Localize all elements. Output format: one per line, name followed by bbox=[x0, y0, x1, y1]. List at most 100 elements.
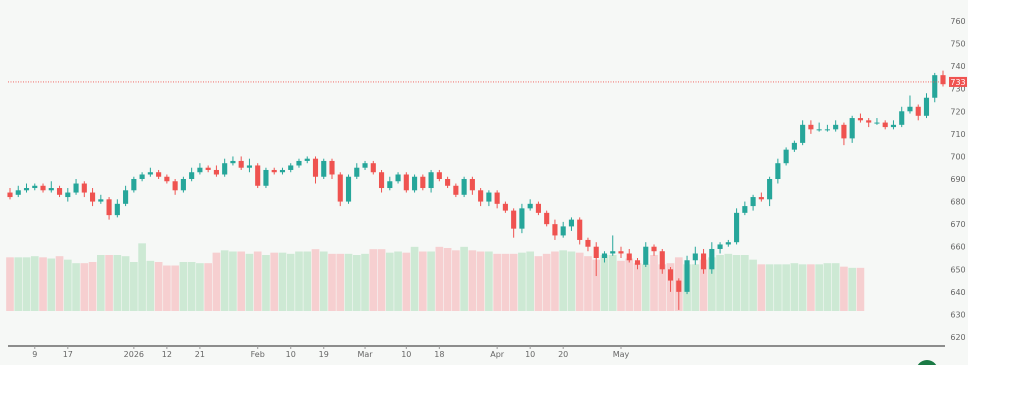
candle-body bbox=[767, 179, 773, 200]
candle-body bbox=[230, 160, 236, 164]
volume-bar bbox=[518, 252, 526, 311]
volume-bar bbox=[229, 251, 237, 311]
candle bbox=[354, 163, 360, 179]
candle-body bbox=[899, 111, 905, 125]
y-tick-label: 730 bbox=[950, 85, 965, 94]
volume-bar bbox=[319, 251, 328, 311]
candle bbox=[692, 246, 698, 265]
candle-body bbox=[453, 185, 459, 195]
candle-body bbox=[890, 124, 897, 128]
candle bbox=[15, 185, 21, 198]
volume-bar bbox=[171, 265, 179, 311]
candle bbox=[98, 194, 104, 204]
candle-body bbox=[923, 97, 930, 116]
candle-body bbox=[857, 118, 863, 121]
y-tick-label: 740 bbox=[950, 62, 965, 71]
candle bbox=[651, 244, 657, 256]
x-tick-label: 10 bbox=[401, 350, 411, 359]
volume-bar bbox=[691, 264, 700, 311]
candle bbox=[775, 158, 781, 184]
candle bbox=[659, 248, 665, 274]
candle-body bbox=[478, 190, 484, 202]
y-tick-label: 640 bbox=[950, 288, 965, 297]
candle bbox=[808, 120, 814, 134]
candle bbox=[453, 183, 459, 198]
volume-bar bbox=[220, 250, 229, 311]
last-price-label: 733 bbox=[950, 78, 965, 87]
volume-bar bbox=[435, 246, 444, 311]
volume-bar bbox=[798, 264, 807, 311]
volume-bar bbox=[270, 252, 279, 311]
x-tick-label: 21 bbox=[195, 350, 205, 359]
volume-bar bbox=[699, 259, 708, 311]
x-tick-label: Apr bbox=[490, 350, 505, 359]
volume-bar bbox=[163, 265, 171, 311]
volume-bar bbox=[377, 249, 386, 311]
volume-bar bbox=[96, 255, 105, 311]
candle bbox=[552, 219, 558, 240]
candle bbox=[610, 235, 616, 256]
candle-body bbox=[387, 181, 393, 189]
candle bbox=[436, 169, 442, 182]
candle bbox=[387, 176, 393, 191]
candle-body bbox=[48, 188, 54, 191]
volume-bar bbox=[385, 252, 394, 311]
candle-body bbox=[139, 174, 145, 179]
candle-body bbox=[90, 192, 96, 202]
candle bbox=[296, 158, 302, 168]
volume-bar bbox=[72, 263, 80, 311]
volume-bar bbox=[600, 255, 609, 311]
volume-bar bbox=[6, 257, 14, 311]
candle bbox=[866, 118, 872, 128]
candle-body bbox=[527, 203, 533, 209]
candle bbox=[106, 197, 112, 220]
candle bbox=[81, 181, 87, 198]
candle-body bbox=[73, 183, 79, 193]
candle bbox=[230, 156, 236, 166]
candle bbox=[923, 93, 930, 119]
candle bbox=[478, 188, 484, 207]
candle bbox=[527, 199, 533, 211]
candle-body bbox=[222, 163, 228, 175]
volume-bar bbox=[196, 263, 204, 311]
candle bbox=[213, 165, 219, 177]
candle-body bbox=[560, 226, 566, 236]
volume-bar bbox=[526, 251, 534, 311]
candle bbox=[734, 208, 740, 245]
candle bbox=[197, 163, 203, 175]
candle-body bbox=[205, 167, 211, 170]
candle-body bbox=[833, 124, 839, 130]
volume-bar bbox=[394, 251, 402, 311]
volume-bar bbox=[286, 253, 295, 311]
candle-body bbox=[279, 169, 286, 173]
candle bbox=[288, 163, 294, 173]
candle bbox=[147, 167, 153, 177]
candle-body bbox=[577, 219, 583, 240]
bottom-area bbox=[0, 365, 1024, 420]
candle bbox=[758, 192, 764, 202]
candle bbox=[73, 179, 79, 195]
candle bbox=[428, 169, 434, 193]
candle-body bbox=[618, 251, 624, 254]
volume-bar bbox=[88, 262, 97, 311]
volume-bar bbox=[790, 263, 799, 311]
volume-bar bbox=[509, 253, 518, 311]
volume-bar bbox=[138, 243, 146, 311]
volume-bar bbox=[650, 255, 658, 311]
candle bbox=[676, 278, 682, 310]
candle bbox=[940, 70, 946, 87]
candle-body bbox=[808, 124, 814, 130]
volume-bar bbox=[245, 253, 254, 311]
x-tick-label: May bbox=[613, 350, 630, 359]
candle bbox=[725, 239, 731, 247]
volume-bar bbox=[782, 264, 790, 311]
volume-bar bbox=[295, 251, 303, 311]
candlestick-chart[interactable]: 620 630 640 650 660 670 680 690 700 710 720 730 740 7… bbox=[0, 0, 968, 365]
volume-bar bbox=[765, 264, 774, 311]
candle bbox=[65, 188, 71, 202]
volume-bar bbox=[63, 259, 72, 311]
candle bbox=[593, 242, 599, 277]
candles bbox=[7, 70, 946, 310]
volume-bar bbox=[369, 249, 378, 311]
candle-body bbox=[783, 149, 789, 164]
